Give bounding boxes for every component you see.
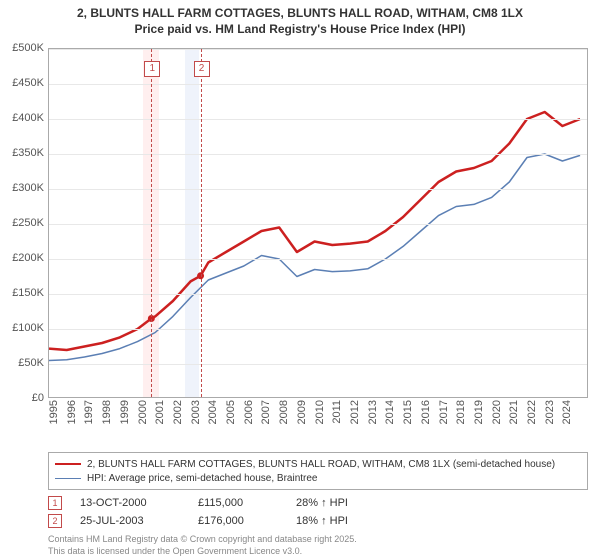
x-axis-label: 2003 (190, 400, 202, 424)
series-price_paid (49, 112, 580, 350)
x-axis-label: 2020 (491, 400, 503, 424)
x-axis-label: 1997 (83, 400, 95, 424)
legend-row: HPI: Average price, semi-detached house,… (55, 471, 581, 485)
legend-box: 2, BLUNTS HALL FARM COTTAGES, BLUNTS HAL… (48, 452, 588, 490)
x-axis-label: 2021 (508, 400, 520, 424)
title-line-2: Price paid vs. HM Land Registry's House … (10, 22, 590, 38)
sales-row-date: 25-JUL-2003 (80, 515, 180, 527)
sales-row-badge: 1 (48, 496, 62, 510)
footer: Contains HM Land Registry data © Crown c… (48, 534, 588, 557)
sales-row: 1 13-OCT-2000 £115,000 28% ↑ HPI (48, 494, 588, 512)
sales-row-badge: 2 (48, 514, 62, 528)
y-axis-label: £50K (18, 357, 44, 369)
container: 2, BLUNTS HALL FARM COTTAGES, BLUNTS HAL… (0, 0, 600, 560)
gridline-h (49, 119, 587, 120)
x-axis-label: 2014 (384, 400, 396, 424)
sales-row-pct: 18% ↑ HPI (296, 515, 396, 527)
gridline-h (49, 329, 587, 330)
chart-area: 12 £0£50K£100K£150K£200K£250K£300K£350K£… (48, 48, 588, 418)
legend-label: HPI: Average price, semi-detached house,… (87, 473, 318, 484)
y-axis-label: £350K (12, 147, 44, 159)
gridline-h (49, 154, 587, 155)
x-axis-label: 2005 (225, 400, 237, 424)
x-axis-label: 1996 (66, 400, 78, 424)
x-axis-label: 2019 (473, 400, 485, 424)
sales-row: 2 25-JUL-2003 £176,000 18% ↑ HPI (48, 512, 588, 530)
x-axis-label: 2009 (296, 400, 308, 424)
sales-row-pct: 28% ↑ HPI (296, 497, 396, 509)
sales-row-price: £115,000 (198, 497, 278, 509)
gridline-h (49, 49, 587, 50)
sale-vline (151, 49, 152, 397)
footer-line-1: Contains HM Land Registry data © Crown c… (48, 534, 588, 546)
x-axis-label: 2000 (137, 400, 149, 424)
y-axis-label: £400K (12, 112, 44, 124)
x-axis-label: 2008 (278, 400, 290, 424)
sale-badge: 1 (144, 61, 160, 77)
footer-line-2: This data is licensed under the Open Gov… (48, 546, 588, 558)
sales-row-price: £176,000 (198, 515, 278, 527)
x-axis-label: 2023 (544, 400, 556, 424)
y-axis-label: £200K (12, 252, 44, 264)
y-axis-label: £150K (12, 287, 44, 299)
x-axis-label: 1995 (48, 400, 60, 424)
x-axis-label: 2022 (526, 400, 538, 424)
y-axis-label: £500K (12, 42, 44, 54)
x-axis-label: 2016 (420, 400, 432, 424)
plot: 12 (48, 48, 588, 398)
x-axis-label: 2024 (561, 400, 573, 424)
y-axis-label: £250K (12, 217, 44, 229)
legend-block: 2, BLUNTS HALL FARM COTTAGES, BLUNTS HAL… (48, 452, 588, 557)
x-axis-label: 2004 (207, 400, 219, 424)
x-axis-label: 2017 (438, 400, 450, 424)
sales-row-date: 13-OCT-2000 (80, 497, 180, 509)
y-axis-label: £300K (12, 182, 44, 194)
x-axis-label: 2011 (331, 400, 343, 424)
y-axis-label: £0 (32, 392, 44, 404)
gridline-h (49, 84, 587, 85)
legend-row: 2, BLUNTS HALL FARM COTTAGES, BLUNTS HAL… (55, 457, 581, 471)
x-axis-label: 2007 (260, 400, 272, 424)
x-axis-label: 2013 (367, 400, 379, 424)
legend-swatch (55, 463, 81, 465)
y-axis-label: £100K (12, 322, 44, 334)
sales-table: 1 13-OCT-2000 £115,000 28% ↑ HPI 2 25-JUL-200… (48, 494, 588, 530)
x-axis-label: 2018 (455, 400, 467, 424)
x-axis-label: 2015 (402, 400, 414, 424)
x-axis-label: 2001 (154, 400, 166, 424)
legend-swatch (55, 478, 81, 479)
x-axis-label: 1998 (101, 400, 113, 424)
x-axis-label: 2002 (172, 400, 184, 424)
x-axis-label: 1999 (119, 400, 131, 424)
gridline-h (49, 259, 587, 260)
y-axis-label: £450K (12, 77, 44, 89)
legend-label: 2, BLUNTS HALL FARM COTTAGES, BLUNTS HAL… (87, 459, 555, 470)
gridline-h (49, 294, 587, 295)
gridline-h (49, 224, 587, 225)
sale-badge: 2 (194, 61, 210, 77)
x-axis-label: 2006 (243, 400, 255, 424)
title-line-1: 2, BLUNTS HALL FARM COTTAGES, BLUNTS HAL… (10, 6, 590, 22)
x-axis-label: 2010 (314, 400, 326, 424)
x-axis-label: 2012 (349, 400, 361, 424)
gridline-h (49, 364, 587, 365)
title-block: 2, BLUNTS HALL FARM COTTAGES, BLUNTS HAL… (0, 0, 600, 41)
sale-vline (201, 49, 202, 397)
gridline-h (49, 189, 587, 190)
